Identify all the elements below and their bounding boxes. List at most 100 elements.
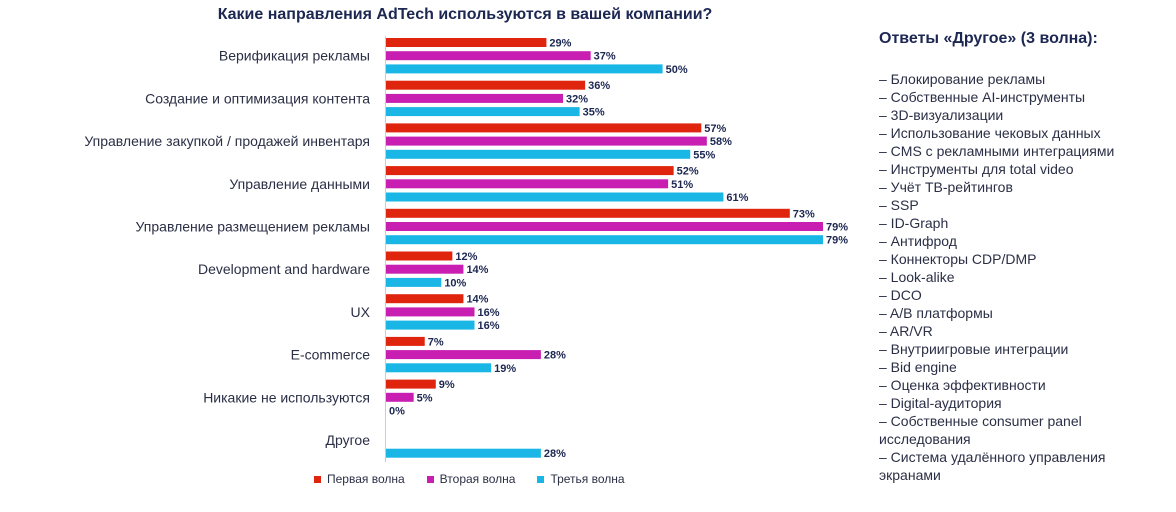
other-answer-item: – Внутриигровые интеграции [879, 341, 1069, 357]
bar-3 [386, 235, 823, 245]
other-answer-item: – Использование чековых данных [879, 125, 1101, 141]
data-label: 52% [677, 166, 699, 178]
category-label: Никакие не используются [203, 389, 370, 405]
other-answer-item: – Bid engine [879, 359, 957, 375]
data-label: 29% [549, 38, 571, 50]
other-answer-item: – CMS с рекламными интеграциями [879, 143, 1115, 159]
bar-3 [386, 192, 724, 202]
category-label: Управление данными [229, 176, 370, 192]
data-label: 5% [417, 392, 433, 404]
bar-2 [386, 136, 707, 146]
chart-title: Какие направления AdTech используются в … [217, 6, 713, 23]
category-label: Создание и оптимизация контента [145, 90, 370, 106]
bar-1 [386, 336, 425, 346]
bar-2 [386, 264, 464, 274]
data-label: 55% [693, 149, 715, 161]
bar-3 [386, 320, 475, 330]
category-label: Другое [326, 432, 371, 448]
bar-1 [386, 166, 674, 176]
data-label: 12% [455, 251, 477, 263]
bar-3 [386, 149, 691, 159]
category-label: E-commerce [291, 347, 371, 363]
data-label: 58% [710, 136, 732, 148]
category-label: Верификация рекламы [219, 48, 370, 64]
legend-item-wave-2: Вторая волна [426, 472, 516, 486]
bar-2 [386, 51, 591, 61]
category-label: UX [351, 304, 371, 320]
other-answer-item: – Собственные AI-инструменты [879, 89, 1086, 105]
bar-2 [386, 179, 669, 189]
data-label: 50% [666, 64, 688, 76]
bar-3 [386, 107, 580, 117]
other-answers-list: – Блокирование рекламы – Собственные AI-и… [879, 70, 1169, 484]
legend-label: Третья волна [550, 472, 625, 486]
other-answer-item: – Учёт ТВ-рейтингов [879, 179, 1013, 195]
other-answer-item: – Look-alike [879, 269, 955, 285]
data-label: 9% [439, 379, 455, 391]
data-label: 79% [826, 235, 848, 247]
bar-1 [386, 123, 702, 133]
data-label: 10% [444, 277, 466, 289]
data-label: 14% [466, 294, 488, 306]
other-answer-item: – DCO [879, 287, 922, 303]
bar-1 [386, 251, 453, 261]
data-label: 28% [544, 448, 566, 460]
data-label: 7% [428, 336, 444, 348]
data-label: 61% [726, 192, 748, 204]
data-label: 57% [704, 123, 726, 135]
other-answer-item: – A/B платформы [879, 305, 993, 321]
data-label: 37% [594, 51, 616, 63]
other-answer-item: – Digital-аудитория [879, 395, 1002, 411]
bar-3 [386, 448, 541, 458]
bar-1 [386, 38, 547, 47]
data-label: 32% [566, 93, 588, 105]
category-label: Управление размещением рекламы [136, 219, 370, 235]
chart-legend: Первая волна Вторая волна Третья волна [314, 472, 625, 486]
category-label: Development and hardware [198, 261, 370, 277]
bar-2 [386, 93, 564, 103]
legend-label: Первая волна [327, 472, 405, 486]
data-label: 36% [588, 80, 610, 92]
legend-swatch [426, 475, 434, 483]
category-label: Управление закупкой / продажей инвентаря [84, 133, 370, 149]
bar-2 [386, 350, 541, 360]
legend-item-wave-3: Третья волна [537, 472, 625, 486]
other-answer-item: – Собственные consumer panel исследовани… [879, 413, 1082, 447]
other-answer-item: – Блокирование рекламы [879, 71, 1046, 87]
other-answer-item: – Система удалённого управления экранами [879, 449, 1106, 483]
other-answer-item: – SSP [879, 197, 919, 213]
bar-2 [386, 222, 823, 231]
data-label: 51% [671, 179, 693, 191]
legend-item-wave-1: Первая волна [314, 472, 405, 486]
bar-2 [386, 307, 475, 317]
bar-1 [386, 379, 436, 389]
data-label: 14% [466, 264, 488, 276]
bar-3 [386, 64, 663, 74]
data-label: 28% [544, 350, 566, 362]
legend-swatch [537, 475, 545, 483]
bar-2 [386, 392, 414, 402]
other-answer-item: – Антифрод [879, 233, 957, 249]
data-label: 35% [583, 107, 605, 119]
data-label: 0% [389, 406, 405, 418]
other-answer-item: – Оценка эффективности [879, 377, 1046, 393]
data-label: 73% [793, 208, 815, 220]
other-answer-item: – AR/VR [879, 323, 933, 339]
data-label: 79% [826, 222, 848, 234]
other-answers-panel: Ответы «Другое» (3 волна): – Блокировани… [879, 30, 1169, 484]
bar-chart: Верификация рекламы 29% 37% 50% Создание и о… [84, 36, 848, 462]
bar-1 [386, 80, 586, 90]
other-answer-item: – Инструменты для total video [879, 161, 1074, 177]
data-label: 16% [478, 307, 500, 319]
legend-label: Вторая волна [439, 472, 516, 486]
bar-1 [386, 208, 790, 218]
legend-swatch [314, 475, 321, 483]
data-label: 19% [494, 363, 516, 375]
other-answer-item: – Коннекторы CDP/DMP [879, 251, 1037, 267]
bar-3 [386, 363, 492, 373]
other-answer-item: – 3D-визуализации [879, 107, 1004, 123]
bar-3 [386, 277, 442, 287]
data-label: 16% [478, 320, 500, 332]
bar-1 [386, 294, 464, 304]
other-answers-title: Ответы «Другое» (3 волна): [879, 30, 1098, 47]
